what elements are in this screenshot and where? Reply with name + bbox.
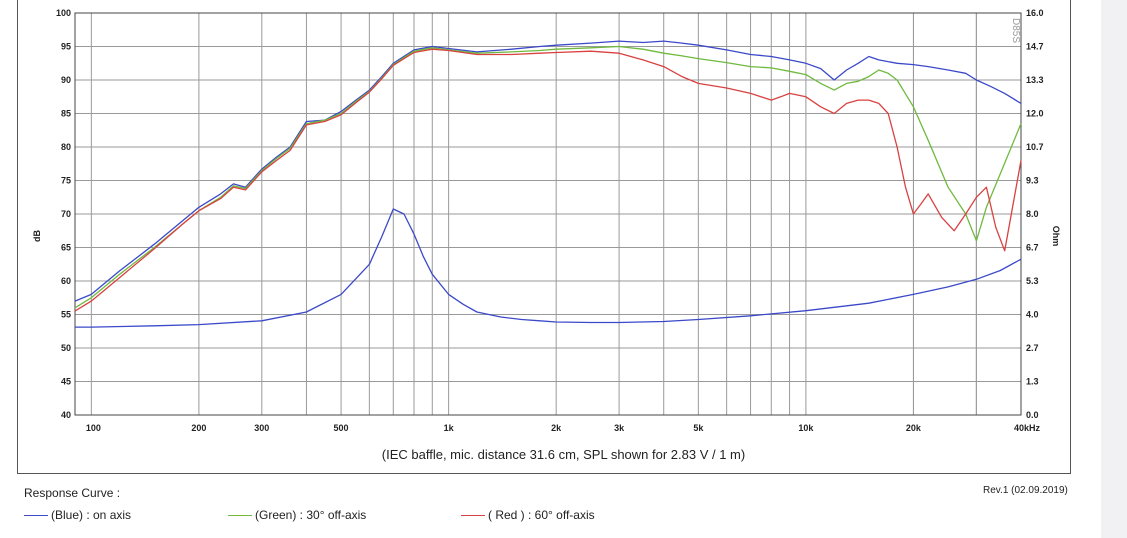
frequency-response-chart: 100 200 300 500 1k 2k 3k 5k 10k 20k 40kHz 100 95 90 8…: [32, 8, 1061, 433]
x-tick-label: 40kHz: [1014, 423, 1041, 433]
x-tick-label: 20k: [906, 423, 922, 433]
y-tick-label-left: 90: [61, 75, 71, 85]
legend-label-blue: (Blue) : on axis: [51, 508, 132, 522]
y-tick-label-right: 16.0: [1026, 8, 1044, 18]
x-tick-label: 10k: [798, 423, 814, 433]
y-tick-label-left: 70: [61, 209, 71, 219]
legend-item-green: (Green) : 30° off-axis: [228, 508, 366, 522]
y-tick-label-right: 14.7: [1026, 42, 1044, 52]
x-tick-label: 5k: [693, 423, 704, 433]
legend-swatch-red: [461, 514, 485, 516]
x-tick-label: 500: [334, 423, 349, 433]
y-tick-label-left: 65: [61, 243, 71, 253]
spl-line-green: [74, 45, 1022, 309]
series-lines: [74, 40, 1022, 328]
x-tick-label: 3k: [614, 423, 625, 433]
revision-label: Rev.1 (02.09.2019): [983, 485, 1068, 496]
y-tick-label-left: 60: [61, 276, 71, 286]
y-tick-label-right: 2.7: [1026, 343, 1039, 353]
y-tick-label-right: 6.7: [1026, 243, 1039, 253]
y-tick-label-left: 75: [61, 176, 71, 186]
x-tick-label: 1k: [444, 423, 455, 433]
y-tick-label-left: 40: [61, 410, 71, 420]
y-tick-label-left: 55: [61, 310, 71, 320]
plot-border: [74, 12, 1022, 416]
y-tick-label-left: 80: [61, 142, 71, 152]
spl-line-red: [74, 48, 1022, 312]
watermark-text: D85S: [1010, 18, 1021, 43]
y-tick-label-left: 45: [61, 377, 71, 387]
legend-swatch-green: [228, 514, 252, 516]
x-tick-label: 200: [191, 423, 206, 433]
footer-title: Response Curve :: [24, 486, 121, 500]
y-tick-label-right: 9.3: [1026, 176, 1039, 186]
y-tick-label-left: 100: [56, 8, 71, 18]
legend-label-red: ( Red ) : 60° off-axis: [488, 508, 595, 522]
chart-caption: (IEC baffle, mic. distance 31.6 cm, SPL …: [381, 447, 746, 462]
spl-line-blue: [74, 40, 1022, 302]
y-tick-label-right: 5.3: [1026, 276, 1039, 286]
y-tick-label-right: 13.3: [1026, 75, 1044, 85]
y-tick-label-right: 8.0: [1026, 209, 1039, 219]
x-tick-label: 300: [254, 423, 269, 433]
y-tick-label-right: 12.0: [1026, 109, 1044, 119]
y-tick-label-left: 95: [61, 42, 71, 52]
y-axis-label-right: Ohm: [1051, 226, 1061, 247]
legend-label-green: (Green) : 30° off-axis: [255, 508, 367, 522]
y-tick-label-right: 0.0: [1026, 410, 1039, 420]
legend-item-red: ( Red ) : 60° off-axis: [461, 508, 595, 522]
y-tick-label-left: 50: [61, 343, 71, 353]
y-tick-label-left: 85: [61, 109, 71, 119]
horizontal-grid: [75, 12, 1021, 416]
y-tick-label-right: 10.7: [1026, 142, 1044, 152]
y-axis-label-left: dB: [32, 230, 42, 242]
y-tick-label-right: 4.0: [1026, 310, 1039, 320]
x-tick-label: 100: [86, 423, 101, 433]
y-tick-label-right: 1.3: [1026, 377, 1039, 387]
x-tick-labels: 100 200 300 500 1k 2k 3k 5k 10k 20k 40kHz: [86, 423, 1041, 433]
legend-swatch-blue: [24, 514, 48, 516]
right-y-tick-labels: 16.0 14.7 13.3 12.0 10.7 9.3 8.0 6.7 5.3 4.0 2.7 1.…: [1026, 8, 1044, 420]
legend-item-blue: (Blue) : on axis: [24, 508, 131, 522]
impedance-line: [75, 208, 1022, 328]
scrollbar[interactable]: [1101, 0, 1127, 538]
x-tick-label: 2k: [551, 423, 562, 433]
left-y-tick-labels: 100 95 90 85 80 75 70 65 60 55 50 45 40: [56, 8, 71, 420]
